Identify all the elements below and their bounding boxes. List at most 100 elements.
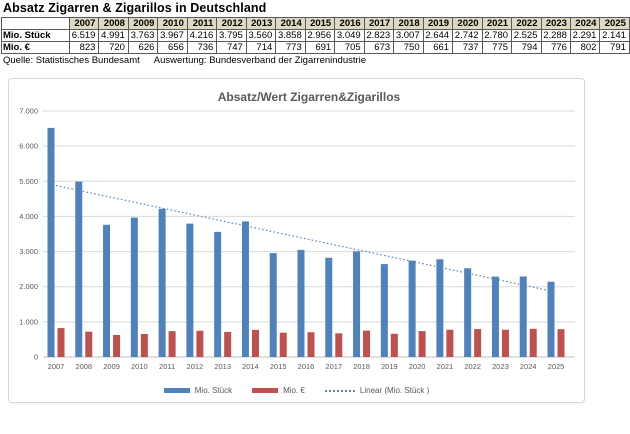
y-axis-label: 1.000	[19, 317, 38, 326]
x-axis-label: 2023	[492, 362, 509, 371]
bar-mio-eur	[113, 335, 121, 357]
bar-mio-stueck	[408, 260, 416, 357]
value-cell: 2.823	[363, 29, 395, 42]
legend-swatch-mio-eur	[252, 388, 279, 393]
table-row: Mio. €823 720 626 656 736 747 714 773 691 705 673 7…	[1, 41, 630, 54]
value-cell: 3.967	[157, 29, 188, 42]
value-cell: 2.780	[481, 29, 513, 42]
year-header-cell: 2016	[334, 17, 365, 30]
chart: 0 1.000 2.000 3.000 4.000 5.000 6.000 7.000 2007…	[8, 78, 585, 403]
bar-mio-eur	[57, 328, 65, 357]
value-cell: 736	[186, 41, 218, 54]
value-cell: 661	[422, 41, 454, 54]
value-cell: 802	[569, 41, 601, 54]
bar-mio-eur	[279, 332, 287, 357]
legend-item: Mio. Stück	[163, 386, 233, 395]
x-axis-label: 2016	[298, 362, 315, 371]
bar-mio-stueck	[436, 259, 444, 357]
bar-mio-stueck	[186, 223, 194, 357]
bar-mio-stueck	[158, 208, 166, 357]
x-axis-label: 2013	[214, 362, 231, 371]
bar-mio-eur	[224, 331, 232, 357]
value-cell: 705	[334, 41, 365, 54]
trend-line	[55, 184, 557, 293]
bar-mio-eur	[196, 330, 204, 357]
x-axis-label: 2008	[75, 362, 92, 371]
value-cell: 3.858	[275, 29, 306, 42]
value-cell: 714	[245, 41, 277, 54]
bar-mio-eur	[363, 330, 371, 357]
value-cell: 6.519	[68, 29, 100, 42]
bar-mio-stueck	[297, 249, 305, 357]
bar-mio-eur	[501, 329, 509, 357]
value-cell: 3.795	[216, 29, 247, 42]
chart-title: Absatz/Wert Zigarren&Zigarillos	[218, 90, 401, 104]
legend-label: Mio. Stück	[194, 386, 233, 395]
x-axis-label: 2022	[464, 362, 481, 371]
year-header-cell: 2023	[540, 17, 571, 30]
bar-mio-stueck	[241, 221, 249, 357]
value-cell: 656	[157, 41, 188, 54]
bar-mio-eur	[529, 328, 537, 357]
year-header-cell: 2012	[216, 17, 247, 30]
x-axis-label: 2012	[187, 362, 204, 371]
value-cell: 2.525	[511, 29, 542, 42]
year-header-cell: 2009	[127, 17, 159, 30]
year-header-cell: 2008	[98, 17, 129, 30]
year-header-cell: 2024	[569, 17, 601, 30]
year-header-cell: 2011	[186, 17, 218, 30]
value-cell: 691	[304, 41, 336, 54]
x-axis-label: 2014	[242, 362, 259, 371]
year-header-cell: 2018	[393, 17, 424, 30]
x-axis-label: 2019	[381, 362, 398, 371]
value-cell: 791	[599, 41, 630, 54]
bar-mio-eur	[418, 331, 426, 357]
x-axis-label: 2011	[159, 362, 175, 371]
bar-mio-stueck	[464, 268, 472, 357]
value-cell: 775	[481, 41, 513, 54]
value-cell: 673	[363, 41, 395, 54]
value-cell: 773	[275, 41, 306, 54]
value-cell: 3.763	[127, 29, 159, 42]
value-cell: 2.141	[599, 29, 630, 42]
x-axis-label: 2017	[325, 362, 342, 371]
table-header-row: 2007 2008 2009 2010 2011 2012 2013 2014 2015 2016…	[1, 17, 630, 30]
value-cell: 3.049	[334, 29, 365, 42]
x-axis-label: 2020	[409, 362, 426, 371]
legend-item: Linear (Mio. Stück )	[324, 386, 429, 395]
bar-mio-stueck	[547, 281, 555, 357]
bar-mio-eur	[446, 329, 454, 357]
x-axis-label: 2018	[353, 362, 370, 371]
source-auswertung: Auswertung: Bundesverband der Zigarrenin…	[153, 55, 367, 66]
year-header-cell: 2007	[68, 17, 100, 30]
x-axis-label: 2015	[270, 362, 287, 371]
chart-legend: Mio. Stück Mio. € Linear (Mio. Stück )	[9, 386, 584, 395]
year-header-cell: 2010	[157, 17, 188, 30]
chart-svg: 0 1.000 2.000 3.000 4.000 5.000 6.000 7.000 2007…	[19, 90, 575, 371]
value-cell: 747	[216, 41, 247, 54]
bar-mio-eur	[335, 333, 343, 357]
bar-mio-stueck	[103, 224, 111, 357]
y-axis-label: 6.000	[19, 142, 38, 151]
data-table: 2007 2008 2009 2010 2011 2012 2013 2014 2015 2016…	[1, 17, 630, 54]
page-title: Absatz Zigarren & Zigarillos in Deutschl…	[3, 1, 267, 15]
x-axis-label: 2010	[131, 362, 148, 371]
bar-mio-eur	[307, 332, 315, 357]
table-body: Mio. Stück 6.519 4.991 3.763 3.967 4.216 3.795…	[1, 29, 630, 54]
bar-mio-stueck	[519, 276, 527, 357]
bar-mio-stueck	[130, 217, 138, 357]
year-header-cell: 2025	[599, 17, 630, 30]
y-axis-label: 3.000	[19, 247, 38, 256]
bar-mio-stueck	[269, 253, 277, 357]
y-axis-label: 2.000	[19, 282, 38, 291]
x-axis-label: 2009	[103, 362, 120, 371]
value-cell: 823	[68, 41, 100, 54]
year-header-cell: 2017	[363, 17, 395, 30]
bar-mio-eur	[390, 333, 398, 357]
table-corner-cell	[1, 17, 70, 30]
year-header-cell: 2020	[452, 17, 483, 30]
year-header-cell: 2022	[511, 17, 542, 30]
bar-mio-eur	[557, 329, 565, 357]
value-cell: 750	[393, 41, 424, 54]
